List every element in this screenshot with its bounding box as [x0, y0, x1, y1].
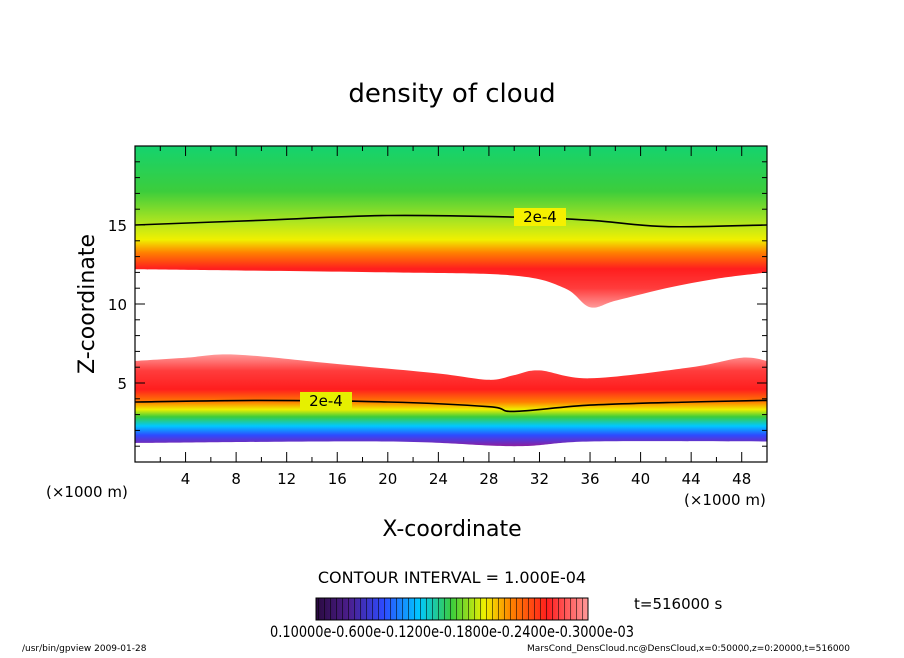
lower-cloud-layer [135, 354, 767, 447]
x-tick-label: 32 [530, 470, 549, 488]
x-tick-label: 40 [631, 470, 650, 488]
footer-right: MarsCond_DensCloud.nc@DensCloud,x=0:5000… [527, 644, 850, 654]
time-label: t=516000 s [634, 595, 722, 613]
y-axis-label: Z-coordinate [75, 234, 100, 374]
contour-label-bg-lower [300, 392, 352, 410]
y-axis: 5 10 15 [108, 161, 767, 447]
x-tick-label: 44 [682, 470, 701, 488]
x-tick-label: 36 [580, 470, 599, 488]
y-tick-label: 15 [108, 217, 127, 235]
chart-title: density of cloud [348, 79, 555, 109]
x-tick-label: 4 [181, 470, 191, 488]
x-tick-label: 12 [277, 470, 296, 488]
contour-label-bg-upper [514, 208, 566, 226]
y-tick-label: 5 [117, 375, 127, 393]
contour-label-lower: 2e-4 [309, 392, 343, 410]
x-axis: 4 8 12 16 20 24 28 32 36 40 44 48 [134, 146, 768, 488]
x-axis-label: X-coordinate [382, 517, 521, 542]
x-tick-label: 24 [429, 470, 448, 488]
x-tick-label: 28 [479, 470, 498, 488]
colorbar-stripes [316, 598, 588, 620]
colorbar-labels: 0.10000e-0.600e-0.1200e-0.1800e-0.2400e-… [270, 622, 634, 641]
y-tick-label: 10 [108, 296, 127, 314]
contour-interval: CONTOUR INTERVAL = 1.000E-04 [318, 568, 586, 587]
plot-area [135, 146, 767, 462]
contour-label-upper: 2e-4 [523, 208, 557, 226]
x-tick-label: 16 [328, 470, 347, 488]
x-tick-label: 20 [378, 470, 397, 488]
footer-left: /usr/bin/gpview 2009-01-28 [22, 644, 147, 654]
upper-cloud-layer [135, 146, 767, 308]
lower-contour-line [135, 399, 767, 413]
x-unit-left: (×1000 m) [46, 483, 128, 501]
upper-contour-line [135, 214, 767, 228]
x-tick-label: 48 [732, 470, 751, 488]
x-unit-right: (×1000 m) [684, 491, 766, 509]
x-tick-label: 8 [231, 470, 241, 488]
